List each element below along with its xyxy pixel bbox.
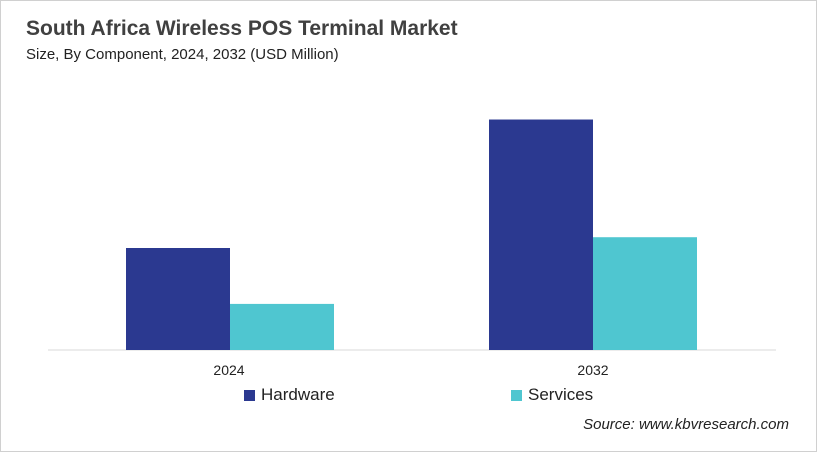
legend-item-services: Services [511,385,593,405]
chart-subtitle: Size, By Component, 2024, 2032 (USD Mill… [26,46,339,63]
bar-hardware-2032 [489,119,593,351]
source-note: Source: www.kbvresearch.com [583,416,789,433]
bar-hardware-2024 [126,248,230,350]
legend-item-hardware: Hardware [244,385,335,405]
legend-label: Services [528,385,594,404]
legend-label: Hardware [261,385,335,404]
bar-services-2032 [593,237,697,350]
x-tick-label: 2032 [577,362,608,378]
legend: Hardware Services [1,385,816,407]
bar-services-2024 [230,303,334,350]
x-tick-label: 2024 [213,362,244,378]
legend-swatch [511,389,522,401]
legend-swatch [244,389,255,401]
chart-title: South Africa Wireless POS Terminal Marke… [26,17,458,40]
